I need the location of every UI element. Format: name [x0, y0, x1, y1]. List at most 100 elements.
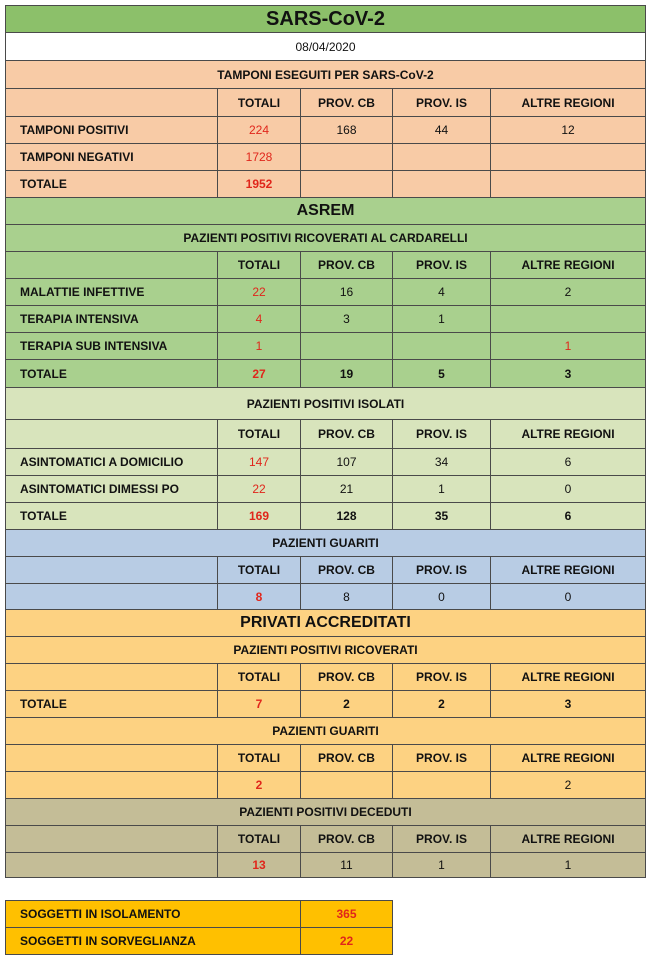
column-header: PROV. CB [300, 744, 393, 772]
row-label: TOTALE [5, 359, 218, 388]
summary-value: 365 [300, 900, 393, 928]
value-cell: 1 [490, 332, 646, 360]
column-header: PROV. CB [300, 825, 393, 853]
group-title: PRIVATI ACCREDITATI [5, 609, 646, 637]
section-heading: PAZIENTI GUARITI [5, 717, 646, 745]
section-heading: PAZIENTI POSITIVI RICOVERATI [5, 636, 646, 664]
section-heading: TAMPONI ESEGUITI PER SARS-CoV-2 [5, 60, 646, 89]
column-header: PROV. IS [392, 251, 491, 279]
value-cell: 6 [490, 502, 646, 530]
value-cell: 224 [217, 116, 301, 144]
value-cell [392, 332, 491, 360]
summary-label: SOGGETTI IN SORVEGLIANZA [5, 927, 301, 955]
column-header: TOTALI [217, 88, 301, 117]
value-cell: 1 [392, 475, 491, 503]
value-cell: 27 [217, 359, 301, 388]
row-label [5, 852, 218, 878]
value-cell: 22 [217, 278, 301, 306]
value-cell [300, 332, 393, 360]
row-label: TERAPIA INTENSIVA [5, 305, 218, 333]
title: SARS-CoV-2 [5, 5, 646, 33]
column-header: TOTALI [217, 419, 301, 449]
column-header: TOTALI [217, 663, 301, 691]
column-header: PROV. IS [392, 556, 491, 584]
value-cell: 8 [217, 583, 301, 610]
column-header: ALTRE REGIONI [490, 419, 646, 449]
header-blank [5, 419, 218, 449]
value-cell: 107 [300, 448, 393, 476]
value-cell: 2 [217, 771, 301, 799]
value-cell: 19 [300, 359, 393, 388]
value-cell [392, 143, 491, 171]
column-header: PROV. IS [392, 825, 491, 853]
column-header: PROV. CB [300, 556, 393, 584]
value-cell [490, 305, 646, 333]
column-header: TOTALI [217, 825, 301, 853]
date: 08/04/2020 [5, 32, 646, 61]
value-cell: 128 [300, 502, 393, 530]
summary-value: 22 [300, 927, 393, 955]
value-cell: 1952 [217, 170, 301, 198]
row-label: TOTALE [5, 690, 218, 718]
value-cell [392, 771, 491, 799]
section-heading: PAZIENTI POSITIVI ISOLATI [5, 387, 646, 420]
column-header: PROV. CB [300, 88, 393, 117]
value-cell: 0 [392, 583, 491, 610]
column-header: TOTALI [217, 744, 301, 772]
value-cell: 5 [392, 359, 491, 388]
value-cell: 12 [490, 116, 646, 144]
value-cell [300, 771, 393, 799]
row-label: TAMPONI NEGATIVI [5, 143, 218, 171]
column-header: ALTRE REGIONI [490, 663, 646, 691]
value-cell: 0 [490, 583, 646, 610]
group-title: ASREM [5, 197, 646, 225]
column-header: PROV. IS [392, 663, 491, 691]
value-cell: 4 [217, 305, 301, 333]
value-cell: 6 [490, 448, 646, 476]
value-cell: 1 [217, 332, 301, 360]
header-blank [5, 556, 218, 584]
header-blank [5, 663, 218, 691]
value-cell: 2 [490, 771, 646, 799]
value-cell: 1728 [217, 143, 301, 171]
value-cell: 3 [300, 305, 393, 333]
value-cell [490, 170, 646, 198]
row-label: TOTALE [5, 170, 218, 198]
value-cell: 168 [300, 116, 393, 144]
value-cell: 1 [392, 305, 491, 333]
value-cell: 34 [392, 448, 491, 476]
value-cell: 11 [300, 852, 393, 878]
value-cell: 2 [392, 690, 491, 718]
column-header: PROV. IS [392, 419, 491, 449]
column-header: PROV. CB [300, 419, 393, 449]
row-label: TAMPONI POSITIVI [5, 116, 218, 144]
value-cell [300, 170, 393, 198]
column-header: PROV. CB [300, 251, 393, 279]
value-cell: 21 [300, 475, 393, 503]
row-label: ASINTOMATICI A DOMICILIO [5, 448, 218, 476]
column-header: ALTRE REGIONI [490, 744, 646, 772]
value-cell: 0 [490, 475, 646, 503]
section-heading: PAZIENTI GUARITI [5, 529, 646, 557]
summary-label: SOGGETTI IN ISOLAMENTO [5, 900, 301, 928]
value-cell: 4 [392, 278, 491, 306]
header-blank [5, 88, 218, 117]
value-cell: 8 [300, 583, 393, 610]
value-cell: 22 [217, 475, 301, 503]
row-label: TERAPIA SUB INTENSIVA [5, 332, 218, 360]
value-cell: 13 [217, 852, 301, 878]
value-cell: 2 [490, 278, 646, 306]
value-cell: 3 [490, 359, 646, 388]
row-label: MALATTIE INFETTIVE [5, 278, 218, 306]
column-header: PROV. CB [300, 663, 393, 691]
value-cell: 35 [392, 502, 491, 530]
value-cell [300, 143, 393, 171]
column-header: ALTRE REGIONI [490, 88, 646, 117]
header-blank [5, 251, 218, 279]
value-cell [490, 143, 646, 171]
row-label: ASINTOMATICI DIMESSI PO [5, 475, 218, 503]
row-label: TOTALE [5, 502, 218, 530]
value-cell: 3 [490, 690, 646, 718]
column-header: TOTALI [217, 251, 301, 279]
